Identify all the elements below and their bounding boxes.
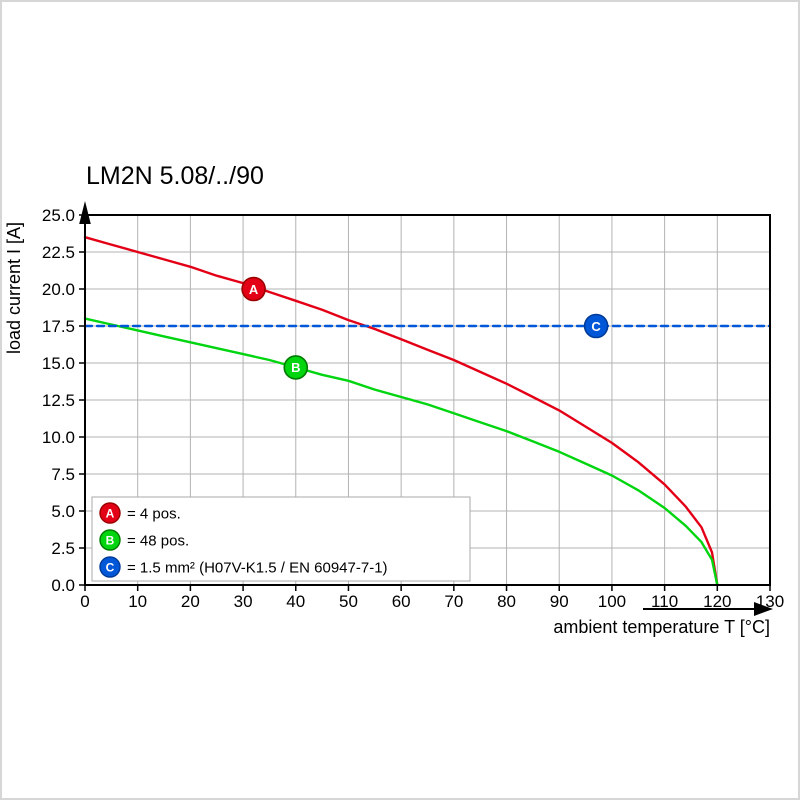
axis-ticks bbox=[79, 214, 771, 591]
y-tick-label: 0.0 bbox=[51, 576, 75, 595]
x-tick-label: 40 bbox=[286, 592, 305, 611]
legend-letter-B: B bbox=[106, 533, 115, 547]
x-tick-label: 120 bbox=[703, 592, 731, 611]
x-tick-label: 20 bbox=[181, 592, 200, 611]
y-tick-label: 15.0 bbox=[42, 354, 75, 373]
x-tick-label: 60 bbox=[392, 592, 411, 611]
marker-letter-B: B bbox=[291, 360, 300, 375]
y-tick-label: 17.5 bbox=[42, 317, 75, 336]
legend-label-A: = 4 pos. bbox=[127, 506, 181, 523]
legend-label-C: = 1.5 mm² (H07V-K1.5 / EN 60947-7-1) bbox=[127, 560, 388, 577]
y-tick-label: 12.5 bbox=[42, 391, 75, 410]
series-curves bbox=[83, 235, 772, 587]
legend-marker-A bbox=[99, 502, 121, 524]
x-tick-label: 90 bbox=[550, 592, 569, 611]
y-tick-label: 5.0 bbox=[51, 502, 75, 521]
curve-markers: A B C bbox=[241, 276, 609, 380]
x-tick-label: 70 bbox=[444, 592, 463, 611]
legend-box bbox=[91, 496, 471, 582]
marker-letter-C: C bbox=[591, 319, 601, 334]
marker-B bbox=[283, 355, 309, 380]
x-tick-label: 0 bbox=[80, 592, 89, 611]
x-tick-label: 30 bbox=[234, 592, 253, 611]
y-axis-arrow-icon bbox=[79, 201, 91, 224]
y-axis-label: load current I [A] bbox=[4, 222, 24, 354]
x-axis-arrow-icon bbox=[754, 602, 773, 616]
y-tick-label: 22.5 bbox=[42, 243, 75, 262]
x-tick-label: 80 bbox=[497, 592, 516, 611]
y-tick-label: 10.0 bbox=[42, 428, 75, 447]
y-tick-label: 25.0 bbox=[42, 206, 75, 225]
marker-letter-A: A bbox=[249, 282, 259, 297]
y-tick-label: 2.5 bbox=[51, 539, 75, 558]
curve-B bbox=[83, 317, 719, 587]
y-tick-label: 20.0 bbox=[42, 280, 75, 299]
legend: A = 4 pos. B = 48 pos. C = 1.5 mm² (H07V-K1.5… bbox=[91, 496, 471, 582]
x-tick-label: 100 bbox=[598, 592, 626, 611]
x-tick-label: 10 bbox=[128, 592, 147, 611]
tick-labels: 0 10 20 30 40 50 60 70 80 90 100 110 120 1300.02.55.0… bbox=[42, 206, 784, 611]
legend-label-B: = 48 pos. bbox=[127, 533, 189, 550]
x-tick-label: 50 bbox=[339, 592, 358, 611]
legend-marker-B bbox=[99, 529, 121, 551]
legend-marker-C bbox=[99, 556, 121, 578]
legend-letter-A: A bbox=[106, 506, 115, 520]
x-tick-label: 110 bbox=[651, 592, 678, 611]
x-axis-label: ambient temperature T [°C] bbox=[553, 617, 770, 637]
marker-C bbox=[583, 313, 609, 339]
curve-A bbox=[83, 235, 719, 587]
chart-title: LM2N 5.08/../90 bbox=[86, 162, 264, 190]
marker-A bbox=[241, 276, 266, 302]
y-tick-label: 7.5 bbox=[51, 465, 75, 484]
legend-letter-C: C bbox=[106, 560, 115, 574]
